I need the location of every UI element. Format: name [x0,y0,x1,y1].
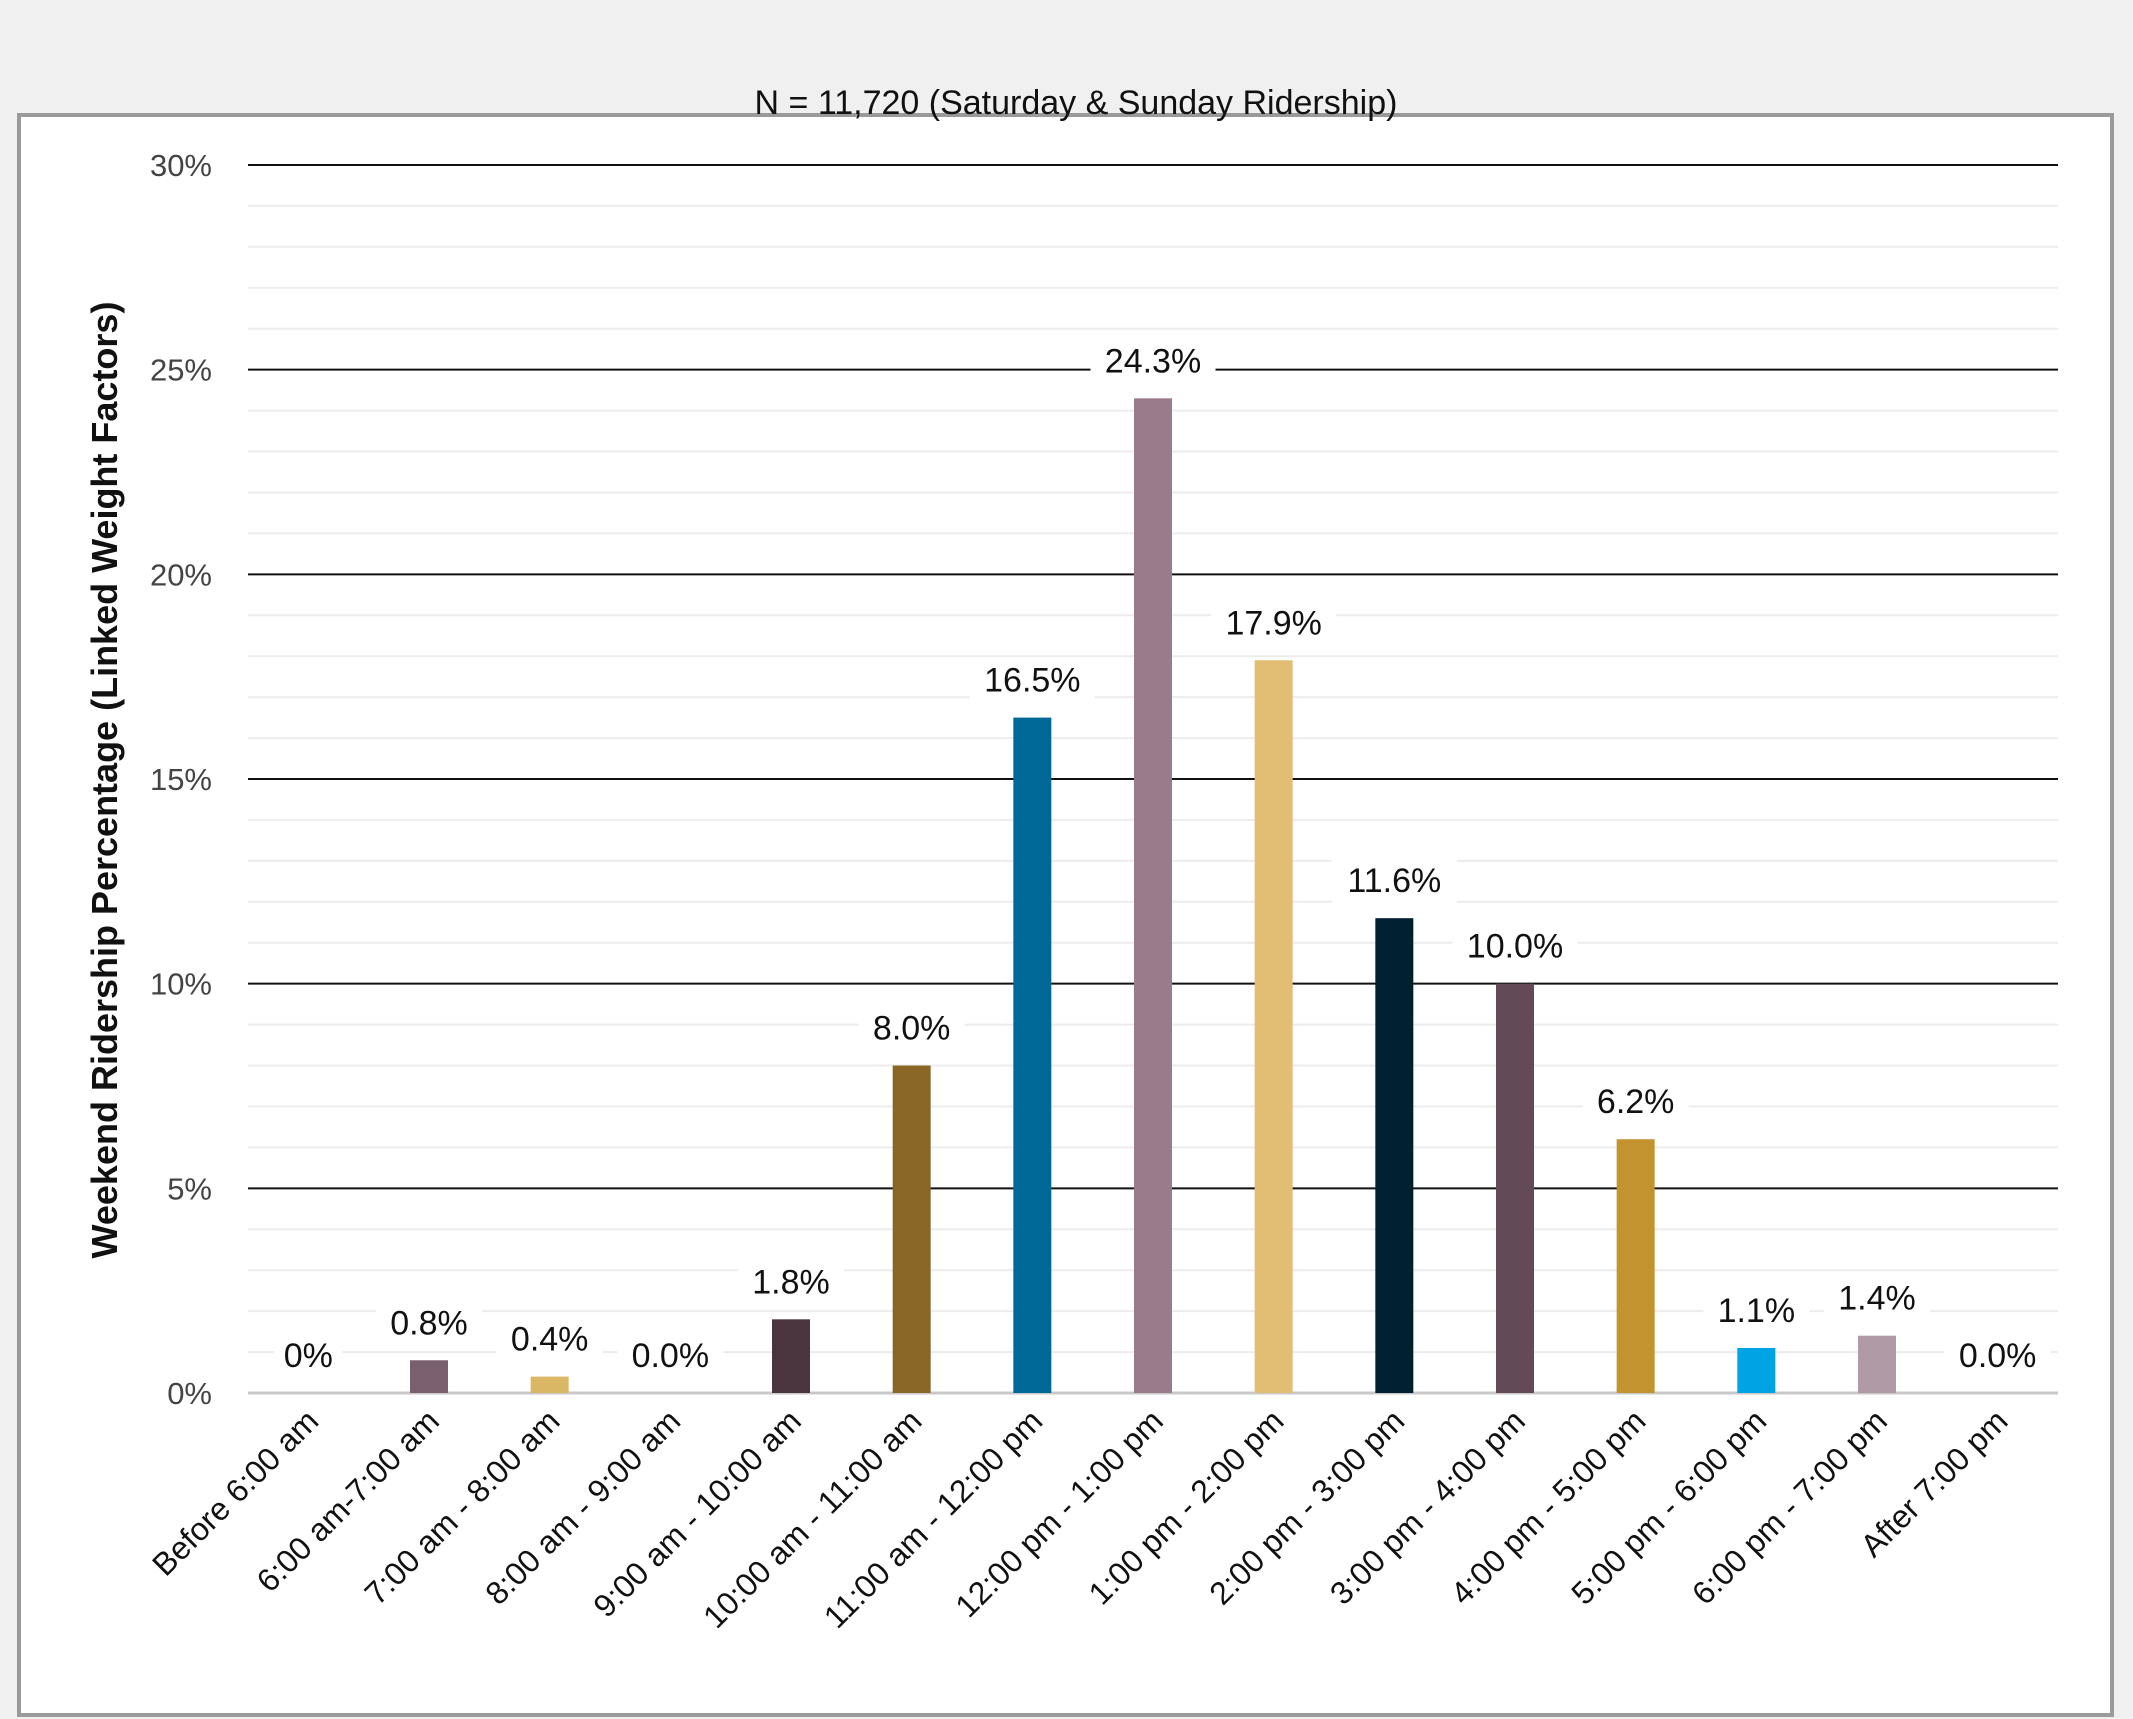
bar [1013,717,1052,1393]
data-label: 0% [284,1337,333,1375]
chart-frame [17,113,2114,1717]
data-label-background [1582,1079,1689,1126]
bar [410,1360,448,1393]
data-label: 16.5% [984,662,1080,700]
data-label: 6.2% [1597,1083,1675,1121]
y-tick-labels: 0% 5% 10% 15% 20% 25% 30% [150,148,212,1411]
y-tick-label: 20% [150,557,212,592]
bar [1616,1139,1655,1393]
data-label: 17.9% [1225,604,1321,642]
data-label-background [1090,338,1216,385]
bars [410,398,1896,1393]
chart-title: N = 11,720 (Saturday & Sunday Ridership) [755,84,1398,122]
data-label-background [1331,858,1457,905]
data-label: 0.4% [511,1321,589,1359]
y-axis-title: Weekend Ridership Percentage (Linked Wei… [84,302,125,1259]
data-label-background [738,1259,844,1306]
data-labels: 0% 0.8% 0.4% 0.0% 1.8% 8.0% 16.5% 24.3% 17.9% 11.… [274,338,2051,1379]
bar [1737,1347,1776,1393]
data-label-background [858,1005,965,1052]
data-label-background [1211,600,1337,647]
data-label-background [969,657,1095,704]
y-tick-label: 25% [150,353,212,388]
data-label: 0.0% [632,1337,710,1375]
data-label: 11.6% [1347,862,1441,900]
data-label: 1.8% [752,1263,830,1301]
y-tick-label: 0% [167,1376,212,1411]
bar [1496,983,1534,1393]
data-label-background [1452,923,1578,970]
data-label-background [617,1333,724,1379]
bar [1375,918,1414,1393]
bar [772,1319,810,1393]
bar [1134,398,1172,1393]
y-tick-label: 5% [167,1171,212,1206]
data-label: 1.1% [1718,1292,1796,1330]
data-label: 1.4% [1838,1280,1916,1318]
bar [1254,660,1293,1393]
data-label: 0.8% [390,1304,468,1342]
data-label: 24.3% [1105,342,1201,380]
data-label-background [496,1316,603,1363]
data-label-background [1824,1275,1930,1322]
y-tick-label: 10% [150,967,212,1002]
bar [1858,1335,1896,1393]
data-label-background [376,1300,482,1347]
data-label: 8.0% [873,1010,951,1048]
data-label-background [274,1333,343,1379]
data-label-background [1944,1333,2051,1379]
bar [530,1376,569,1393]
bar [892,1065,931,1393]
y-tick-label: 15% [150,762,212,797]
y-tick-label: 30% [150,148,212,183]
data-label: 10.0% [1467,928,1563,966]
data-label-background [1703,1287,1810,1334]
data-label: 0.0% [1959,1337,2037,1375]
